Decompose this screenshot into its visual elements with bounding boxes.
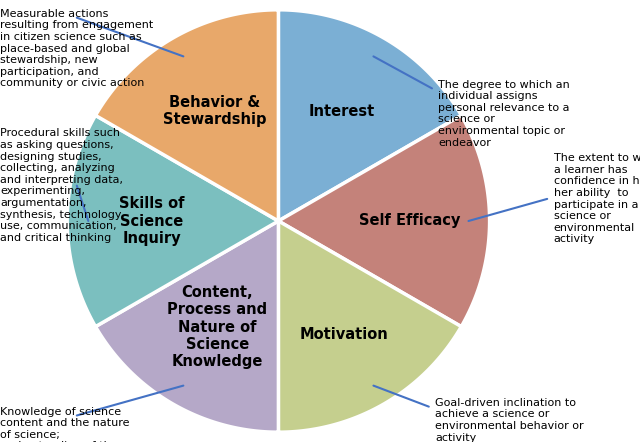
Text: Procedural skills such
as asking questions,
designing studies,
collecting, analy: Procedural skills such as asking questio… — [0, 129, 123, 243]
Text: The degree to which an
individual assigns
personal relevance to a
science or
env: The degree to which an individual assign… — [438, 80, 570, 148]
Text: Skills of
Science
Inquiry: Skills of Science Inquiry — [119, 196, 184, 246]
Text: Goal-driven inclination to
achieve a science or
environmental behavior or
activi: Goal-driven inclination to achieve a sci… — [435, 398, 584, 442]
Polygon shape — [278, 221, 461, 432]
Polygon shape — [95, 221, 278, 432]
Text: Motivation: Motivation — [300, 327, 388, 342]
Polygon shape — [278, 10, 461, 221]
Text: Knowledge of science
content and the nature
of science;
understanding of the
sci: Knowledge of science content and the nat… — [0, 407, 129, 442]
Text: Measurable actions
resulting from engagement
in citizen science such as
place-ba: Measurable actions resulting from engage… — [0, 9, 153, 88]
Polygon shape — [67, 115, 278, 327]
Text: Interest: Interest — [308, 104, 375, 119]
Polygon shape — [95, 10, 278, 221]
Text: Content,
Process and
Nature of
Science
Knowledge: Content, Process and Nature of Science K… — [167, 285, 268, 370]
Text: Self Efficacy: Self Efficacy — [358, 213, 460, 229]
Polygon shape — [278, 115, 490, 327]
Text: Behavior &
Stewardship: Behavior & Stewardship — [163, 95, 267, 127]
Text: The extent to which
a learner has
confidence in his or
her ability  to
participa: The extent to which a learner has confid… — [554, 153, 640, 244]
